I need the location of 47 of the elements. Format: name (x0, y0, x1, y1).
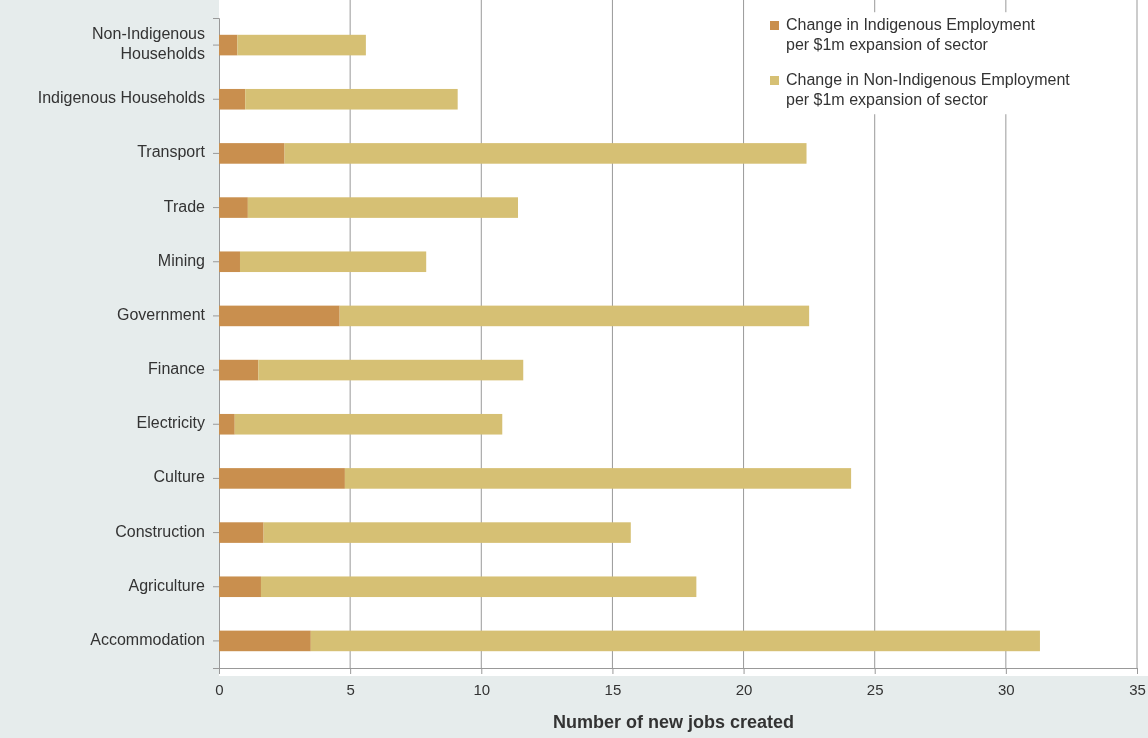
bar (234, 413, 503, 435)
bar (310, 630, 1040, 652)
y-tick-label: Government (116, 306, 206, 324)
x-axis-title: Number of new jobs created (552, 712, 795, 732)
y-tick-label: Construction (115, 522, 205, 540)
bar (239, 251, 427, 273)
y-tick-label: Transport (137, 143, 206, 161)
y-tick-label: Indigenous Households (37, 89, 205, 107)
legend-label: Change in Indigenous Employment per $1m expansion of sector (786, 16, 1036, 54)
bar (219, 197, 248, 218)
y-tick-label: Mining (157, 251, 205, 269)
bar (247, 197, 519, 218)
y-tick-label: Culture (153, 468, 206, 486)
bar (260, 576, 697, 598)
bar (258, 359, 524, 381)
bar (219, 359, 259, 381)
x-tick-label: 35 (1129, 681, 1146, 698)
bar (219, 251, 240, 273)
legend-label: Change in Non-Indigenous Employment per $1m expansion of sector (786, 71, 1071, 109)
y-tick-label: Finance (148, 360, 206, 378)
y-tick-label: Accommodation (90, 631, 205, 649)
bar (245, 88, 458, 110)
bar (219, 34, 238, 56)
bar (237, 34, 366, 56)
x-tick-label: 5 (346, 681, 355, 698)
x-tick-label: 15 (604, 681, 622, 698)
bar (284, 143, 807, 164)
bar (219, 143, 285, 164)
x-tick-label: 10 (473, 681, 491, 698)
x-tick-label: 0 (215, 681, 224, 698)
bar (219, 522, 264, 543)
y-tick-label: Electricity (136, 414, 205, 432)
bar (219, 630, 311, 652)
x-tick-label: 30 (998, 681, 1015, 698)
bar (219, 413, 235, 435)
y-tick-label: Agriculture (128, 576, 206, 594)
bar (219, 305, 340, 327)
x-tick-label: 20 (735, 681, 753, 698)
bar (219, 468, 345, 489)
bar (219, 576, 261, 598)
bar (263, 522, 631, 543)
y-tick-label: Trade (163, 197, 206, 215)
bar (219, 88, 246, 110)
bar (339, 305, 810, 327)
y-tick-label: Non-Indigenous Households (92, 25, 205, 63)
bar (344, 468, 852, 489)
x-tick-label: 25 (866, 681, 884, 698)
